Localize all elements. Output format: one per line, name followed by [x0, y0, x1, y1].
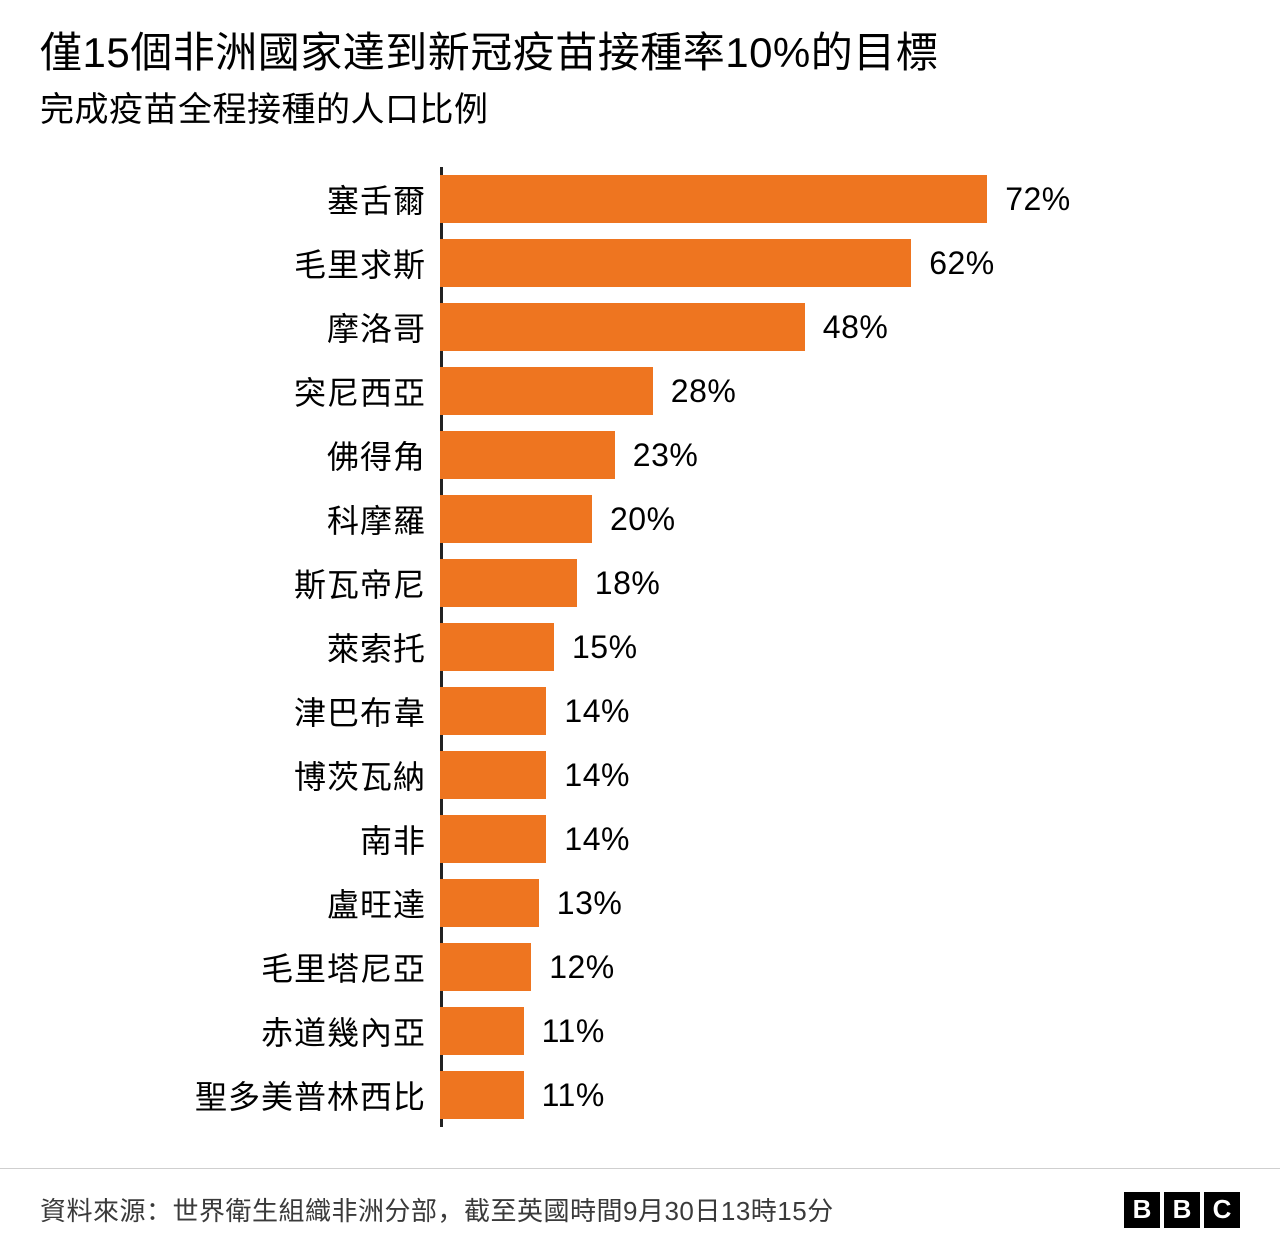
table-row: 突尼西亞 28%: [40, 359, 1240, 423]
bar-area: 72%: [440, 175, 1200, 223]
value-label: 14%: [546, 821, 630, 858]
bar: [440, 303, 805, 351]
country-label: 聖多美普林西比: [40, 1072, 440, 1118]
value-label: 18%: [577, 565, 661, 602]
bar: [440, 623, 554, 671]
table-row: 萊索托 15%: [40, 615, 1240, 679]
value-label: 48%: [805, 309, 889, 346]
bar: [440, 815, 546, 863]
country-label: 佛得角: [40, 432, 440, 478]
bar: [440, 175, 987, 223]
bar-area: 28%: [440, 367, 1200, 415]
bbc-logo: BBC: [1124, 1192, 1240, 1228]
bar-area: 11%: [440, 1071, 1200, 1119]
country-label: 赤道幾內亞: [40, 1008, 440, 1054]
bbc-logo-letter: C: [1204, 1192, 1240, 1228]
bar: [440, 559, 577, 607]
chart-subtitle: 完成疫苗全程接種的人口比例: [40, 82, 1240, 131]
bar-area: 23%: [440, 431, 1200, 479]
table-row: 佛得角 23%: [40, 423, 1240, 487]
country-label: 科摩羅: [40, 496, 440, 542]
bar-area: 11%: [440, 1007, 1200, 1055]
bar: [440, 1071, 524, 1119]
bar-area: 14%: [440, 751, 1200, 799]
table-row: 摩洛哥 48%: [40, 295, 1240, 359]
country-label: 斯瓦帝尼: [40, 560, 440, 606]
bar-area: 62%: [440, 239, 1200, 287]
value-label: 11%: [524, 1013, 605, 1050]
table-row: 聖多美普林西比 11%: [40, 1063, 1240, 1127]
table-row: 毛里求斯 62%: [40, 231, 1240, 295]
country-label: 毛里求斯: [40, 240, 440, 286]
country-label: 塞舌爾: [40, 176, 440, 222]
bbc-logo-letter: B: [1164, 1192, 1200, 1228]
country-label: 毛里塔尼亞: [40, 944, 440, 990]
value-label: 20%: [592, 501, 676, 538]
bar: [440, 239, 911, 287]
country-label: 南非: [40, 816, 440, 862]
source-text: 資料來源：世界衛生組織非洲分部，截至英國時間9月30日13時15分: [40, 1191, 834, 1228]
chart-title: 僅15個非洲國家達到新冠疫苗接種率10%的目標: [40, 28, 1240, 78]
value-label: 28%: [653, 373, 737, 410]
value-label: 15%: [554, 629, 638, 666]
country-label: 突尼西亞: [40, 368, 440, 414]
table-row: 津巴布韋 14%: [40, 679, 1240, 743]
bar-area: 18%: [440, 559, 1200, 607]
bar: [440, 495, 592, 543]
chart-rows: 塞舌爾 72% 毛里求斯 62% 摩洛哥 48% 突尼西亞 28% 佛得角 23% 科摩羅 20% 斯瓦…: [40, 167, 1240, 1127]
bar-area: 12%: [440, 943, 1200, 991]
bbc-logo-letter: B: [1124, 1192, 1160, 1228]
value-label: 13%: [539, 885, 623, 922]
value-label: 62%: [911, 245, 995, 282]
country-label: 博茨瓦納: [40, 752, 440, 798]
value-label: 23%: [615, 437, 699, 474]
value-label: 14%: [546, 757, 630, 794]
country-label: 津巴布韋: [40, 688, 440, 734]
bar-area: 14%: [440, 815, 1200, 863]
chart-container: 僅15個非洲國家達到新冠疫苗接種率10%的目標 完成疫苗全程接種的人口比例 塞舌…: [0, 0, 1280, 1127]
bar-area: 20%: [440, 495, 1200, 543]
bar: [440, 367, 653, 415]
country-label: 摩洛哥: [40, 304, 440, 350]
table-row: 毛里塔尼亞 12%: [40, 935, 1240, 999]
value-label: 12%: [531, 949, 615, 986]
table-row: 科摩羅 20%: [40, 487, 1240, 551]
bar: [440, 1007, 524, 1055]
value-label: 11%: [524, 1077, 605, 1114]
table-row: 赤道幾內亞 11%: [40, 999, 1240, 1063]
table-row: 斯瓦帝尼 18%: [40, 551, 1240, 615]
country-label: 萊索托: [40, 624, 440, 670]
bar-chart: 塞舌爾 72% 毛里求斯 62% 摩洛哥 48% 突尼西亞 28% 佛得角 23% 科摩羅 20% 斯瓦…: [40, 167, 1240, 1127]
bar-area: 15%: [440, 623, 1200, 671]
bar-area: 48%: [440, 303, 1200, 351]
bar: [440, 751, 546, 799]
table-row: 博茨瓦納 14%: [40, 743, 1240, 807]
value-label: 14%: [546, 693, 630, 730]
bar: [440, 687, 546, 735]
bar: [440, 431, 615, 479]
bar: [440, 879, 539, 927]
country-label: 盧旺達: [40, 880, 440, 926]
table-row: 南非 14%: [40, 807, 1240, 871]
table-row: 塞舌爾 72%: [40, 167, 1240, 231]
bar-area: 14%: [440, 687, 1200, 735]
bar-area: 13%: [440, 879, 1200, 927]
table-row: 盧旺達 13%: [40, 871, 1240, 935]
value-label: 72%: [987, 181, 1071, 218]
bar: [440, 943, 531, 991]
footer: 資料來源：世界衛生組織非洲分部，截至英國時間9月30日13時15分 BBC: [0, 1168, 1280, 1250]
